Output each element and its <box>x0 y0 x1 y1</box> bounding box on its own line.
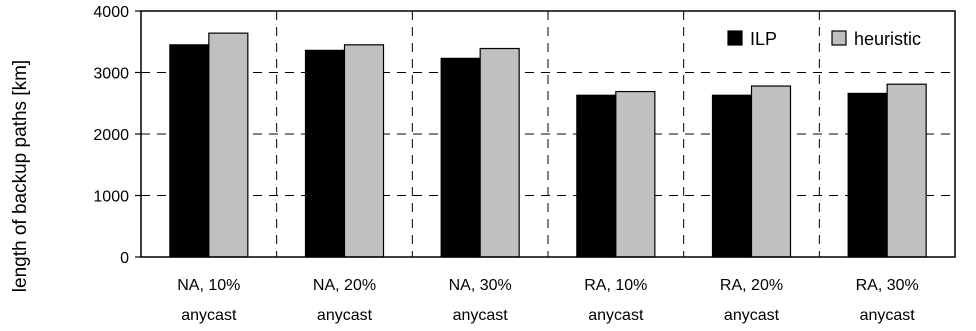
x-category-label: NA, 10% <box>177 277 240 294</box>
x-category-label: anycast <box>317 307 373 324</box>
y-tick-label: 0 <box>120 250 129 267</box>
bar-ilp-1 <box>169 44 210 258</box>
bar-heuristic-3 <box>479 47 520 258</box>
legend-label-heuristic: heuristic <box>854 29 921 49</box>
legend: ILP heuristic <box>727 29 921 49</box>
bar-heuristic-1 <box>208 32 249 258</box>
y-tick-label: 1000 <box>93 189 129 206</box>
y-tick-label: 4000 <box>93 4 129 21</box>
y-axis-ticks: 0 1000 2000 3000 4000 <box>93 4 141 267</box>
y-tick-label: 2000 <box>93 127 129 144</box>
x-category-label: anycast <box>453 307 509 324</box>
bar-heuristic-6 <box>886 83 927 258</box>
y-tick-label: 3000 <box>93 66 129 83</box>
x-category-label: anycast <box>860 307 916 324</box>
bar-heuristic-5 <box>750 85 792 258</box>
y-axis-label: length of backup paths [km] <box>10 60 31 292</box>
grid-lines <box>141 11 955 257</box>
bar-heuristic-4 <box>615 90 656 258</box>
x-category-label: NA, 20% <box>313 277 376 294</box>
x-category-label: RA, 10% <box>584 277 647 294</box>
x-category-label: anycast <box>181 307 237 324</box>
legend-label-ilp: ILP <box>750 29 777 49</box>
x-category-label: NA, 30% <box>449 277 512 294</box>
legend-swatch-heuristic <box>831 30 847 46</box>
bars <box>169 32 927 258</box>
bar-ilp-3 <box>440 57 481 258</box>
x-category-label: anycast <box>588 307 644 324</box>
bar-heuristic-2 <box>343 44 385 258</box>
x-category-label: RA, 30% <box>856 277 919 294</box>
x-category-label: anycast <box>724 307 780 324</box>
x-axis-categories: NA, 10% anycast NA, 20% anycast NA, 30% anyca… <box>177 277 918 324</box>
x-category-label: RA, 20% <box>720 277 783 294</box>
bar-ilp-4 <box>576 94 617 258</box>
bar-ilp-5 <box>711 94 753 258</box>
legend-swatch-ilp <box>727 30 743 46</box>
bar-ilp-2 <box>304 49 346 258</box>
bar-ilp-6 <box>847 92 888 258</box>
